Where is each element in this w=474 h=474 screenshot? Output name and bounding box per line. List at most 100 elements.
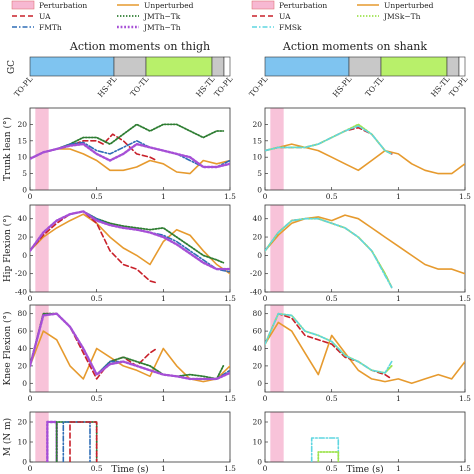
legend-item-unperturbed: Unperturbed [357,1,434,10]
y-tick-label: 0 [22,186,27,195]
legend-label-fm: FMTh [39,23,62,32]
y-tick-label: 5 [22,169,27,178]
y-tick-label: 40 [252,344,262,353]
legend-left: Perturbation Unperturbed UA JMTh−Tk FMTh JMTh… [11,0,194,32]
series-line-jm_th [30,142,230,169]
perturbation-shade [35,108,49,190]
legend-label-unperturbed: Unperturbed [384,1,434,10]
x-tick-label: 0.5 [326,464,338,473]
panel-trunk_right: 0 0.5 1 1.5 0 5 10 15 20 [252,107,471,201]
legend-item-fm_sk: FMSk [252,23,302,32]
legend-label-unperturbed: Unperturbed [144,1,194,10]
x-tick-label: 1.5 [459,394,471,403]
gc-event-label: HS-TL [429,74,451,98]
x-tick-label: 1 [396,464,401,473]
y-tick-label: 20 [252,233,262,242]
axis-frame [264,204,466,293]
series-line-unperturbed [265,321,465,385]
series-line-jm_th [30,210,230,271]
legend-item-ua: UA [252,12,291,21]
y-tick-label: 20 [17,361,27,370]
gc-label: GC [7,60,17,74]
y-tick-label: 40 [17,214,27,223]
perturbation-shade [270,108,284,190]
x-tick-label: 1 [161,394,166,403]
axis-frame [264,107,466,191]
x-tick-label: 0 [263,294,268,303]
y-tick-label: 0 [22,458,27,467]
legend-label-jm_tk: JMTh−Tk [143,12,181,21]
gc-event-label: TO-TL [128,74,150,98]
y-axis-label: Trunk lean (°) [2,117,13,181]
y-tick-label: 0 [257,379,262,388]
y-tick-label: 20 [17,120,27,129]
axis-frame [29,107,231,191]
x-tick-label: 1 [161,294,166,303]
x-tick-label: 1.5 [224,192,236,201]
gc-segment [348,56,382,77]
panel-hip_right: 0 0.5 1 1.5 -40 -20 0 20 40 [250,204,471,303]
gc-event-label: HS-PL [96,74,119,99]
legend-item-ua: UA [12,12,51,21]
gc-segment [458,56,466,77]
gc-event-label: HS-PL [331,74,354,99]
series-line-jm_tk [30,312,225,380]
y-tick-label: 40 [17,344,27,353]
gc-segment [145,56,213,77]
gc-event-label: TO-PL [12,74,34,98]
legend-swatch-perturbation [11,0,35,10]
legend-item-jm_th: JMTh−Th [117,23,181,32]
series-line-unperturbed [265,214,465,275]
legend-label-jm_th: JMTh−Th [143,23,181,32]
y-tick-label: -40 [250,288,262,297]
legend-label-jm_sk: JMSk−Th [383,12,421,21]
gc-segment [223,56,231,77]
gc-event-label: TO-TL [363,74,385,98]
y-tick-label: 0 [257,251,262,260]
x-tick-label: 0 [28,464,33,473]
y-tick-label: 20 [17,233,27,242]
y-tick-label: 80 [17,309,27,318]
series-line-fm_sk [310,437,340,462]
legend-item-jm_tk: JMTh−Tk [117,12,181,21]
gc-segment [380,56,448,77]
y-tick-label: 60 [252,327,262,336]
y-axis-label: M (N m) [2,418,13,456]
y-tick-label: 10 [252,153,262,162]
x-tick-label: 1 [161,464,166,473]
y-tick-label: 20 [252,361,262,370]
series-line-ua [30,210,158,284]
x-tick-label: 1.5 [459,464,471,473]
axis-frame [264,411,466,463]
gc-segment [211,56,225,77]
y-tick-label: 40 [252,214,262,223]
series-line-ua [69,421,98,462]
panel-trunk_left: 0 0.5 1 1.5 0 5 10 15 20 Trunk lean (°) [2,107,236,201]
title-right: Action moments on shank [282,40,427,53]
series-line-fm_sk [265,217,393,289]
gc-event-label: HS-TL [194,74,216,98]
y-tick-label: -40 [15,288,27,297]
gc-event-label: TO-PL [447,74,469,98]
y-tick-label: 15 [252,136,262,145]
series-line-fm_sk [265,312,393,374]
y-tick-label: 0 [257,458,262,467]
y-axis-label: Knee Flexion (°) [2,311,13,385]
series-line-unperturbed [30,213,230,275]
y-tick-label: 80 [252,309,262,318]
series-line-jm_th [30,312,230,381]
legend-item-fm: FMTh [12,23,62,32]
panel-hip_left: 0 0.5 1 1.5 -40 -20 0 20 40 Hip Flexion (°) [2,204,236,303]
series-line-jm_th [46,420,58,462]
y-tick-label: 0 [257,186,262,195]
y-tick-label: 10 [17,438,27,447]
legend-label-ua: UA [279,12,291,21]
y-tick-label: 20 [252,418,262,427]
panel-moment_right: 0 0.5 1 1.5 0 10 20 Time (s) [252,411,471,474]
legend-right: Perturbation Unperturbed UA JMSk−Th FMSk [251,0,434,32]
perturbation-shade [35,412,49,462]
y-tick-label: 0 [22,379,27,388]
